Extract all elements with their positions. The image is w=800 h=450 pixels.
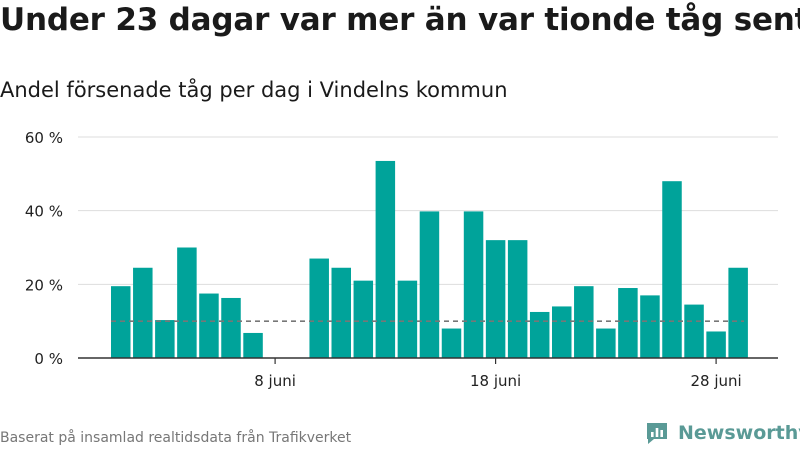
bar [331, 267, 351, 358]
bar [640, 295, 660, 358]
bar [199, 293, 219, 358]
x-tick-label: 8 juni [254, 372, 296, 390]
source-note: Baserat på insamlad realtidsdata från Tr… [0, 430, 352, 446]
bar-chart-logo-icon [647, 423, 667, 444]
bar [662, 181, 682, 358]
bar [133, 267, 153, 358]
bar [441, 328, 462, 358]
bar [353, 280, 374, 358]
chart-title: Under 23 dagar var mer än var tionde tåg… [0, 2, 800, 38]
bar [397, 280, 418, 358]
bar [485, 240, 506, 358]
y-tick-label: 20 % [25, 276, 63, 294]
bar-chart: 0 % 20 % 40 % 60 % 8 juni 18 juni 28 juni [25, 129, 778, 390]
bar [529, 311, 550, 358]
bar [552, 306, 572, 358]
bar [596, 328, 616, 358]
bar [419, 211, 440, 358]
bar [507, 240, 528, 358]
bar [375, 160, 396, 358]
brand-name: Newsworthy [678, 422, 800, 444]
bar [177, 247, 197, 358]
x-tick-label: 18 juni [470, 372, 521, 390]
bar [618, 288, 638, 358]
y-tick-label: 60 % [25, 129, 63, 147]
bar [243, 332, 263, 358]
bar [728, 267, 748, 358]
bar [155, 320, 175, 358]
brand-logo: Newsworthy [644, 420, 800, 446]
bar [706, 331, 726, 358]
bar [111, 286, 131, 358]
bar [309, 258, 329, 358]
y-tick-label: 40 % [25, 203, 63, 221]
y-tick-label: 0 % [34, 350, 63, 368]
chart-subtitle: Andel försenade tåg per dag i Vindelns k… [0, 78, 508, 102]
bar [684, 304, 704, 358]
bar [463, 211, 484, 358]
bar [574, 286, 594, 358]
bar [221, 297, 241, 358]
x-tick-label: 28 juni [690, 372, 741, 390]
